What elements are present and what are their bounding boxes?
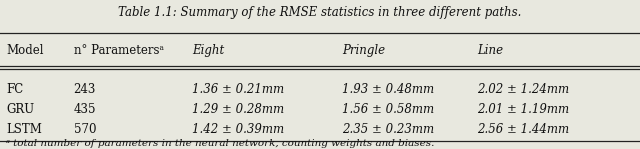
Text: FC: FC (6, 83, 24, 96)
Text: 1.42 ± 0.39mm: 1.42 ± 0.39mm (192, 123, 284, 136)
Text: 2.02 ± 1.24mm: 2.02 ± 1.24mm (477, 83, 569, 96)
Text: Model: Model (6, 44, 44, 57)
Text: Table 1.1: Summary of the RMSE statistics in three different paths.: Table 1.1: Summary of the RMSE statistic… (118, 6, 522, 19)
Text: 2.01 ± 1.19mm: 2.01 ± 1.19mm (477, 103, 569, 116)
Text: LSTM: LSTM (6, 123, 42, 136)
Text: Line: Line (477, 44, 503, 57)
Text: 243: 243 (74, 83, 96, 96)
Text: 435: 435 (74, 103, 96, 116)
Text: n° Parametersᵃ: n° Parametersᵃ (74, 44, 164, 57)
Text: GRU: GRU (6, 103, 35, 116)
Text: 2.56 ± 1.44mm: 2.56 ± 1.44mm (477, 123, 569, 136)
Text: Pringle: Pringle (342, 44, 385, 57)
Text: 1.93 ± 0.48mm: 1.93 ± 0.48mm (342, 83, 435, 96)
Text: 1.36 ± 0.21mm: 1.36 ± 0.21mm (192, 83, 284, 96)
Text: 1.56 ± 0.58mm: 1.56 ± 0.58mm (342, 103, 435, 116)
Text: 2.35 ± 0.23mm: 2.35 ± 0.23mm (342, 123, 435, 136)
Text: 1.29 ± 0.28mm: 1.29 ± 0.28mm (192, 103, 284, 116)
Text: Eight: Eight (192, 44, 224, 57)
Text: 570: 570 (74, 123, 96, 136)
Text: ᵃ total number of parameters in the neural network, counting weights and biases.: ᵃ total number of parameters in the neur… (6, 139, 435, 148)
